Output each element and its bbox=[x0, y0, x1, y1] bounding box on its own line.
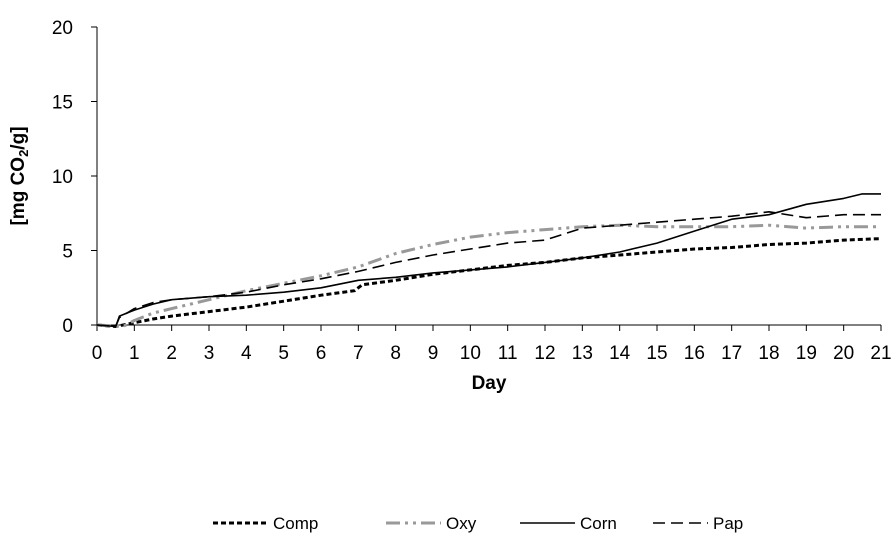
y-tick-label: 20 bbox=[52, 18, 73, 39]
x-tick-label: 7 bbox=[353, 343, 364, 364]
y-tick-label: 0 bbox=[62, 316, 73, 337]
x-tick-label: 12 bbox=[534, 343, 555, 364]
x-tick-label: 19 bbox=[796, 343, 817, 364]
x-tick-label: 5 bbox=[278, 343, 289, 364]
series-line-corn bbox=[96, 193, 881, 328]
series-layer bbox=[96, 193, 882, 328]
x-tick-label: 6 bbox=[316, 343, 327, 364]
x-tick-label: 0 bbox=[92, 343, 103, 364]
series-line-oxy bbox=[96, 223, 881, 328]
legend-label-comp: Comp bbox=[273, 514, 318, 533]
x-tick-label: 2 bbox=[166, 343, 177, 364]
x-tick-label: 17 bbox=[721, 343, 742, 364]
x-tick-label: 8 bbox=[390, 343, 401, 364]
y-tick-label: 15 bbox=[52, 93, 73, 114]
x-axis-title: Day bbox=[472, 373, 507, 394]
x-tick-label: 15 bbox=[646, 343, 667, 364]
x-tick-label: 9 bbox=[428, 343, 439, 364]
x-tick-label: 18 bbox=[758, 343, 779, 364]
y-axis-title-sub: 2 bbox=[16, 150, 31, 157]
y-tick-label: 10 bbox=[52, 167, 73, 188]
series-line-comp bbox=[96, 237, 882, 328]
series-line-pap bbox=[96, 211, 881, 328]
x-tick-label: 1 bbox=[129, 343, 140, 364]
x-tick-label: 20 bbox=[833, 343, 854, 364]
x-tick-label: 21 bbox=[870, 343, 891, 364]
y-axis-title: [mg CO2/g] bbox=[8, 126, 31, 225]
legend-label-oxy: Oxy bbox=[446, 514, 477, 533]
x-tick-label: 3 bbox=[204, 343, 215, 364]
x-tick-label: 13 bbox=[572, 343, 593, 364]
legend-label-pap: Pap bbox=[713, 514, 743, 533]
x-tick-label: 11 bbox=[498, 343, 518, 364]
x-tick-label: 14 bbox=[609, 343, 631, 364]
legend-label-corn: Corn bbox=[580, 514, 617, 533]
y-axis-title-main: [mg CO bbox=[8, 157, 29, 226]
y-tick-label: 5 bbox=[62, 242, 73, 263]
x-tick-label: 4 bbox=[241, 343, 252, 364]
legend: Comp Oxy Corn Pap bbox=[213, 514, 743, 533]
x-tick-label: 16 bbox=[684, 343, 705, 364]
x-tick-label: 10 bbox=[460, 343, 481, 364]
y-axis-title-tail: /g] bbox=[8, 126, 29, 149]
